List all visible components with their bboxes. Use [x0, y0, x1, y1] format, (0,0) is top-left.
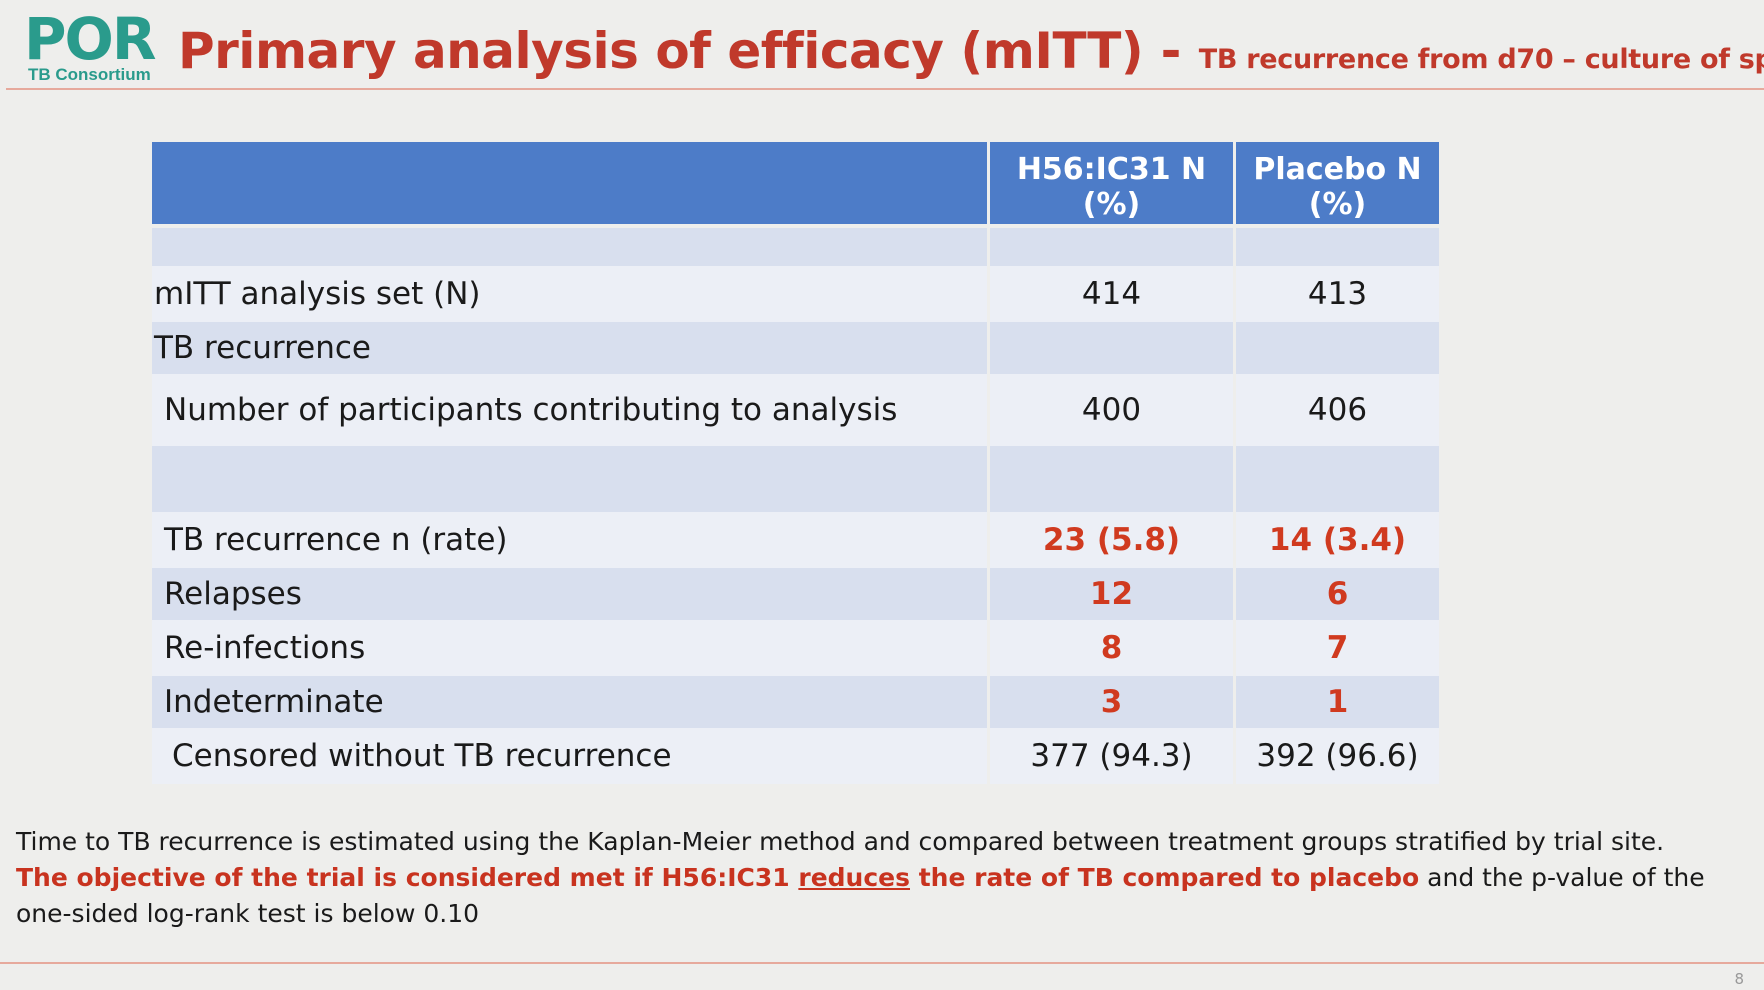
row-label: Indeterminate [152, 676, 989, 728]
row-h56 [987, 322, 1235, 374]
row-placebo [1233, 228, 1439, 266]
table-row: Censored without TB recurrence 377 (94.3… [152, 728, 1439, 784]
row-placebo [1233, 322, 1439, 374]
table-row: Re-infections 8 7 [152, 620, 1439, 676]
logo: POR TB Consortium [24, 10, 164, 86]
table-row: Relapses 12 6 [152, 568, 1439, 620]
objective-red-a: The objective of the trial is considered… [16, 863, 799, 892]
row-label: TB recurrence [152, 322, 989, 374]
footnote-objective: The objective of the trial is considered… [16, 860, 1756, 932]
row-h56: 3 [987, 676, 1235, 728]
row-placebo: 392 (96.6) [1233, 728, 1439, 784]
objective-underlined: reduces [798, 863, 910, 892]
row-label: mITT analysis set (N) [152, 266, 989, 322]
footnote: Time to TB recurrence is estimated using… [16, 824, 1756, 932]
table-row: TB recurrence n (rate) 23 (5.8) 14 (3.4) [152, 512, 1439, 568]
table-row: mITT analysis set (N) 414 413 [152, 266, 1439, 322]
row-label: TB recurrence n (rate) [152, 512, 989, 568]
table-row: TB recurrence [152, 322, 1439, 374]
row-placebo: 7 [1233, 620, 1439, 676]
table-row [152, 228, 1439, 266]
objective-tail: and the p-value of the one-sided log-ran… [16, 863, 1705, 928]
footnote-method: Time to TB recurrence is estimated using… [16, 827, 1665, 856]
row-label [152, 228, 989, 266]
row-placebo: 14 (3.4) [1233, 512, 1439, 568]
row-h56 [987, 228, 1235, 266]
logo-wordmark: POR [24, 5, 156, 73]
top-divider [6, 88, 1764, 90]
row-h56: 8 [987, 620, 1235, 676]
row-h56 [987, 446, 1235, 512]
objective-red-b: the rate of TB compared to placebo [910, 863, 1420, 892]
title-main: Primary analysis of efficacy (mITT) [178, 22, 1144, 80]
header-cell-placebo: Placebo N (%) [1233, 142, 1439, 224]
row-label: Censored without TB recurrence [152, 728, 989, 784]
row-placebo [1233, 446, 1439, 512]
row-h56: 377 (94.3) [987, 728, 1235, 784]
row-label: Re-infections [152, 620, 989, 676]
row-placebo: 6 [1233, 568, 1439, 620]
title-subtitle: TB recurrence from d70 – culture of sput… [1198, 44, 1764, 75]
bottom-divider [0, 962, 1764, 964]
row-h56: 12 [987, 568, 1235, 620]
row-h56: 400 [987, 374, 1235, 446]
row-label: Number of participants contributing to a… [152, 374, 989, 446]
header-cell-h56: H56:IC31 N (%) [987, 142, 1235, 224]
page-number: 8 [1734, 970, 1744, 988]
row-label [152, 446, 989, 512]
row-placebo: 406 [1233, 374, 1439, 446]
table-row: Number of participants contributing to a… [152, 374, 1439, 446]
efficacy-table: H56:IC31 N (%) Placebo N (%) mITT analys… [152, 142, 1439, 784]
title-dash: - [1143, 22, 1199, 80]
row-h56: 23 (5.8) [987, 512, 1235, 568]
slide-title: Primary analysis of efficacy (mITT) - TB… [178, 18, 1764, 84]
row-label: Relapses [152, 568, 989, 620]
row-placebo: 1 [1233, 676, 1439, 728]
row-placebo: 413 [1233, 266, 1439, 322]
header-cell-label [152, 142, 989, 224]
row-h56: 414 [987, 266, 1235, 322]
table-header-row: H56:IC31 N (%) Placebo N (%) [152, 142, 1439, 224]
table-row [152, 446, 1439, 512]
table-row: Indeterminate 3 1 [152, 676, 1439, 728]
logo-subtitle: TB Consortium [28, 65, 151, 84]
